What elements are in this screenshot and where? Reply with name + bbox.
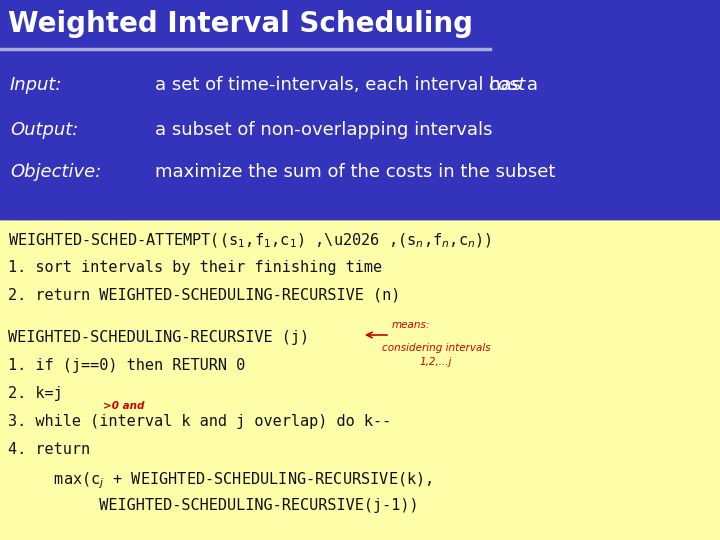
Text: 1. sort intervals by their finishing time: 1. sort intervals by their finishing tim… <box>8 260 382 275</box>
Text: >0 and: >0 and <box>103 401 145 411</box>
Text: a set of time-intervals, each interval has a: a set of time-intervals, each interval h… <box>155 76 544 94</box>
Text: Input:: Input: <box>10 76 63 94</box>
Text: Output:: Output: <box>10 121 78 139</box>
Bar <box>0 220 720 540</box>
Text: means:: means: <box>392 320 431 330</box>
Text: 4. return: 4. return <box>8 442 90 457</box>
Text: 2. return WEIGHTED-SCHEDULING-RECURSIVE (n): 2. return WEIGHTED-SCHEDULING-RECURSIVE … <box>8 288 400 303</box>
Text: 2. k=j: 2. k=j <box>8 386 63 401</box>
Text: 1. if (j==0) then RETURN 0: 1. if (j==0) then RETURN 0 <box>8 358 246 373</box>
Text: WEIGHTED-SCHED-ATTEMPT((s$_1$,f$_1$,c$_1$) ,\u2026 ,(s$_n$,f$_n$,c$_n$)): WEIGHTED-SCHED-ATTEMPT((s$_1$,f$_1$,c$_1… <box>8 232 492 251</box>
Text: max(c$_j$ + WEIGHTED-SCHEDULING-RECURSIVE(k),: max(c$_j$ + WEIGHTED-SCHEDULING-RECURSIV… <box>8 470 432 491</box>
Text: Objective:: Objective: <box>10 163 102 181</box>
Text: 1,2,...j: 1,2,...j <box>420 357 452 367</box>
Text: maximize the sum of the costs in the subset: maximize the sum of the costs in the sub… <box>155 163 555 181</box>
Bar <box>0 0 720 220</box>
Text: 3. while (interval k and j overlap) do k--: 3. while (interval k and j overlap) do k… <box>8 414 391 429</box>
Text: Weighted Interval Scheduling: Weighted Interval Scheduling <box>8 10 473 38</box>
Text: a subset of non-overlapping intervals: a subset of non-overlapping intervals <box>155 121 492 139</box>
Text: cost: cost <box>488 76 526 94</box>
Bar <box>0 0 720 48</box>
Text: WEIGHTED-SCHEDULING-RECURSIVE (j): WEIGHTED-SCHEDULING-RECURSIVE (j) <box>8 330 309 345</box>
Text: considering intervals: considering intervals <box>382 343 490 353</box>
Text: WEIGHTED-SCHEDULING-RECURSIVE(j-1)): WEIGHTED-SCHEDULING-RECURSIVE(j-1)) <box>8 498 418 513</box>
